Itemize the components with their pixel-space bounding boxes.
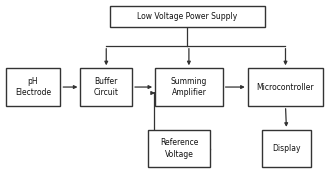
- Bar: [155, 68, 223, 106]
- Text: Display: Display: [272, 144, 301, 153]
- Bar: [6, 68, 61, 106]
- Bar: [248, 68, 323, 106]
- Bar: [80, 68, 132, 106]
- Bar: [148, 130, 210, 167]
- Text: Buffer
Circuit: Buffer Circuit: [94, 77, 119, 97]
- Text: Low Voltage Power Supply: Low Voltage Power Supply: [137, 12, 238, 21]
- Text: pH
Electrode: pH Electrode: [15, 77, 51, 97]
- Text: Summing
Amplifier: Summing Amplifier: [171, 77, 207, 97]
- Text: Reference
Voltage: Reference Voltage: [160, 138, 198, 159]
- Bar: [110, 6, 264, 28]
- Bar: [261, 130, 311, 167]
- Text: Microcontroller: Microcontroller: [257, 83, 314, 92]
